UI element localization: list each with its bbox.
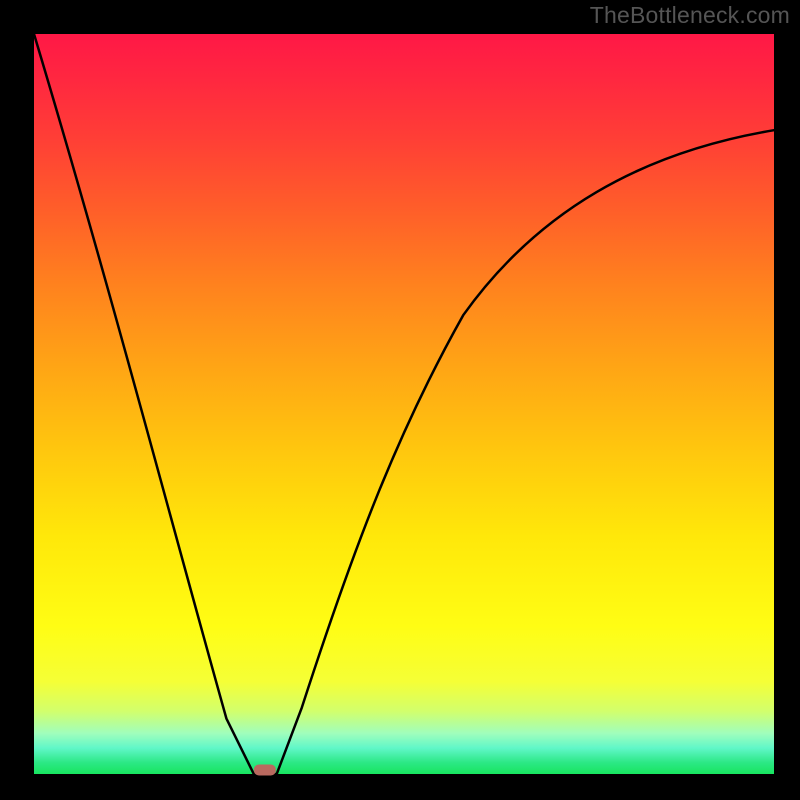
bottleneck-plot <box>0 0 800 800</box>
chart-container: TheBottleneck.com <box>0 0 800 800</box>
minimum-marker <box>254 765 276 776</box>
plot-background <box>34 34 774 774</box>
